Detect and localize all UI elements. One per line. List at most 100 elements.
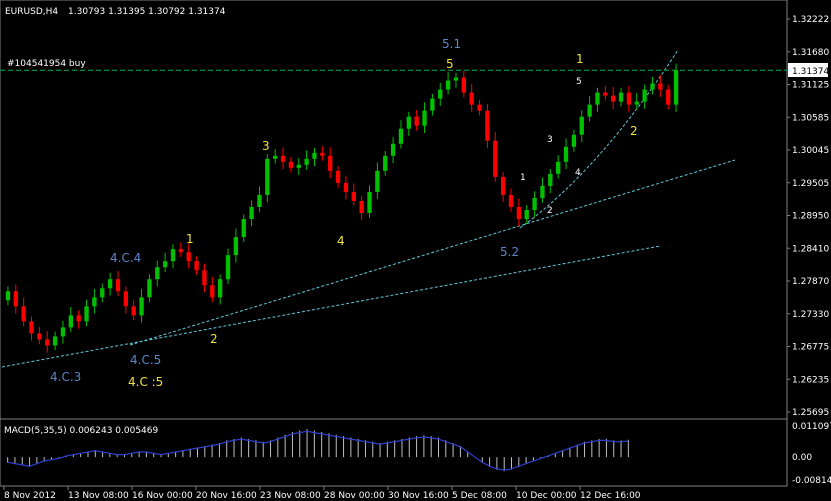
candle-body	[162, 261, 168, 268]
trend-line-curve	[519, 49, 679, 229]
candle-body	[390, 143, 396, 156]
candle-body	[611, 95, 616, 102]
candle-body	[500, 176, 506, 195]
candle-body	[524, 209, 529, 220]
candle-body	[563, 146, 569, 162]
candle-body	[634, 101, 639, 105]
symbol-label: EURUSD,H4	[5, 7, 58, 17]
candle-body	[5, 291, 11, 301]
time-tick-label: 5 Dec 08:00	[452, 491, 507, 501]
wave-label-4c4: 4.C.4	[110, 251, 141, 265]
candle-body	[666, 89, 671, 105]
macd-tick-label: 0.00	[792, 453, 812, 463]
price-tick-label: 1.31680	[792, 48, 829, 58]
candle-body	[375, 170, 380, 192]
candle-body	[194, 261, 199, 271]
candle-body	[45, 339, 50, 346]
candle-body	[453, 77, 459, 81]
price-tick-label: 1.29505	[792, 179, 829, 189]
candle-body	[579, 116, 584, 135]
candle-body	[658, 83, 663, 90]
candle-body	[100, 288, 105, 298]
price-tick-label: 1.26235	[792, 375, 829, 385]
time-tick-label: 30 Nov 16:00	[388, 491, 449, 501]
wave-label-5-2: 5.2	[500, 245, 519, 259]
candle-body	[516, 206, 522, 220]
candle-body	[257, 194, 262, 207]
candle-body	[21, 306, 26, 322]
candle-body	[398, 128, 404, 144]
wave-label-w5: 5	[576, 77, 582, 87]
wave-label-y1: 1	[186, 232, 194, 246]
candle-body	[532, 197, 537, 210]
candle-body	[406, 116, 411, 129]
candle-body	[76, 315, 81, 322]
macd-tick-label: -0.008143	[792, 476, 831, 486]
wave-label-y5: 5	[446, 57, 454, 71]
candle-body	[186, 252, 191, 262]
ohlc-label: 1.30793 1.31395 1.30792 1.31374	[68, 7, 226, 17]
price-tick-label: 1.31125	[792, 81, 829, 91]
wave-label-y2-right: 2	[630, 124, 638, 138]
candle-body	[115, 279, 121, 292]
candle-body	[461, 77, 466, 93]
candle-body	[107, 279, 113, 289]
candle-body	[603, 92, 608, 96]
macd-panel: 0.011097 0.00 -0.008143	[7, 422, 831, 486]
macd-label: MACD(5,35,5) 0.006243 0.005469	[4, 426, 159, 436]
candle-body	[84, 306, 89, 322]
price-tick-label: 1.27330	[792, 310, 829, 320]
price-axis: 1.32222 1.31680 1.31125 1.30585 1.30045 1.295…	[787, 15, 829, 418]
wave-label-w2: 2	[547, 206, 553, 216]
price-tick-label: 1.28410	[792, 244, 829, 254]
trend-line-lower	[1, 245, 661, 368]
candle-body	[548, 173, 553, 186]
time-tick-label: 12 Dec 16:00	[580, 491, 641, 501]
candle-body	[218, 279, 223, 298]
time-axis: 8 Nov 2012 13 Nov 08:00 16 Nov 00:00 20 Nov…	[3, 486, 641, 501]
main-chart-frame	[0, 0, 788, 420]
candle-body	[60, 327, 66, 337]
time-tick-label: 8 Nov 2012	[4, 491, 56, 501]
candle-body	[92, 297, 97, 307]
candle-body	[445, 80, 451, 90]
wave-label-w1: 1	[520, 173, 526, 183]
price-tick-label: 1.30045	[792, 146, 829, 156]
candle-body	[202, 270, 207, 286]
candle-body	[626, 92, 632, 105]
candle-body	[618, 92, 624, 102]
candle-body	[595, 92, 600, 105]
candle-body	[147, 279, 152, 298]
wave-label-y3: 3	[262, 139, 270, 153]
time-tick-label: 16 Nov 00:00	[132, 491, 193, 501]
candle-body	[123, 291, 128, 307]
macd-signal-line	[7, 430, 629, 471]
candle-body	[29, 321, 34, 334]
candle-body	[37, 333, 42, 340]
current-price-box	[788, 63, 828, 77]
candle-body	[556, 161, 561, 174]
price-tick-label: 1.26775	[792, 343, 829, 353]
candle-body	[343, 182, 349, 192]
candle-body	[650, 83, 655, 90]
time-tick-label: 23 Nov 08:00	[260, 491, 321, 501]
candle-body	[335, 170, 341, 183]
current-price-label: 1.31374	[792, 67, 829, 77]
wave-label-4c3: 4.C.3	[50, 370, 81, 384]
time-tick-label: 13 Nov 08:00	[68, 491, 129, 501]
candle-body	[422, 110, 427, 126]
candle-body	[225, 255, 231, 280]
candle-body	[438, 89, 443, 99]
candle-body	[367, 191, 372, 214]
candlesticks	[5, 63, 679, 353]
macd-frame	[0, 418, 788, 487]
candle-body	[414, 116, 419, 126]
wave-label-5-1: 5.1	[442, 37, 461, 51]
candle-body	[540, 185, 545, 198]
time-tick-label: 28 Nov 00:00	[324, 491, 385, 501]
candle-body	[131, 306, 136, 316]
candle-body	[493, 140, 498, 177]
candle-body	[383, 155, 388, 171]
wave-label-4c5: 4.C.5	[130, 353, 161, 367]
